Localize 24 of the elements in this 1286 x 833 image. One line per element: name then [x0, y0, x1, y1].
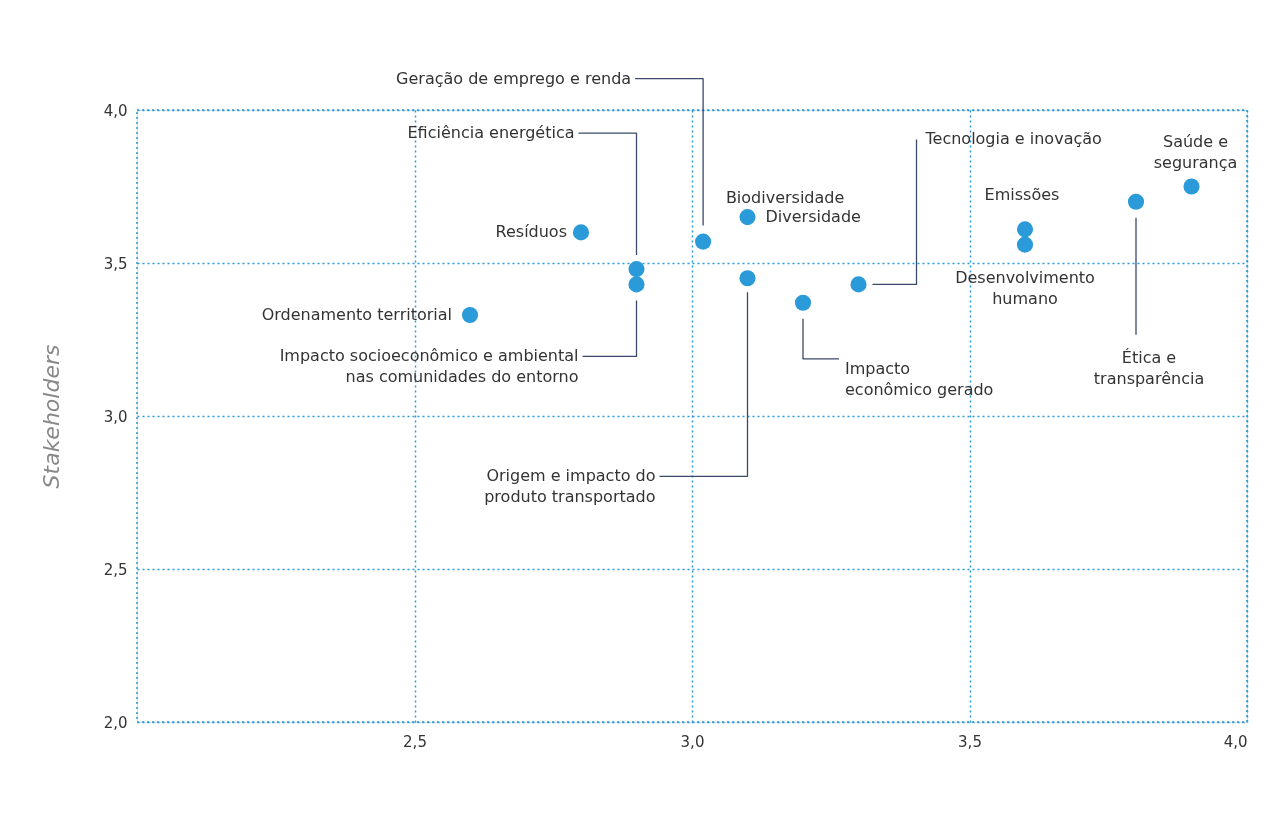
annotation: Desenvolvimento humano [955, 267, 1095, 308]
annotation: Biodiversidade [725, 187, 845, 207]
annotation: Saúde e segurança [1153, 131, 1238, 172]
y-tick-label: 3,5 [103, 254, 128, 273]
annotation: Origem e impacto do produto transportado [484, 466, 656, 507]
annotation: Eficiência energética [407, 123, 575, 143]
y-tick-label: 4,0 [103, 101, 128, 120]
y-tick-label: 3,0 [103, 407, 128, 426]
x-tick-label: 4,0 [1223, 732, 1248, 751]
annotation: Tecnologia e inovação [924, 129, 1102, 149]
x-tick-label: 3,0 [680, 732, 705, 751]
text: Geração de emprego e renda [396, 68, 632, 88]
y-tick-label: 2,0 [103, 713, 128, 732]
annotation: Ética e transparência [1093, 347, 1205, 388]
x-tick-label: 2,5 [403, 732, 427, 751]
annotation: Ordenamento territorial [261, 305, 452, 325]
annotation: Diversidade [765, 207, 861, 227]
y-axis-title: Stakeholders [38, 344, 64, 489]
annotation: Impacto socioeconômico e ambiental nas comunidades do entorno [279, 346, 579, 387]
x-tick-label: 3,5 [958, 732, 982, 751]
annotation: Impacto econômico gerado [845, 358, 994, 399]
annotation: Emissões [984, 185, 1060, 205]
y-tick-label: 2,5 [103, 560, 128, 579]
annotation: Resíduos [495, 222, 567, 242]
